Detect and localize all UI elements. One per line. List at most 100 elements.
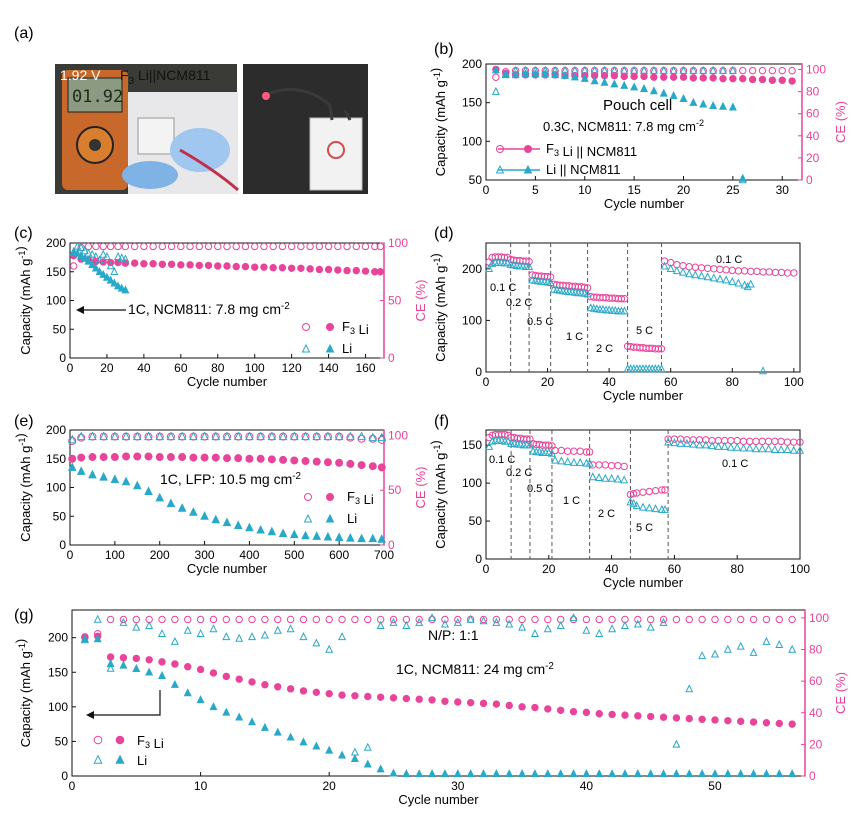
y-tick-label: 50	[55, 734, 69, 748]
series-li-ce	[69, 241, 130, 275]
data-point	[256, 454, 265, 463]
y2-tick-label: 80	[809, 643, 823, 657]
data-point	[211, 431, 221, 441]
data-point	[68, 454, 77, 463]
data-point	[69, 262, 78, 270]
data-point	[639, 65, 649, 74]
data-point	[629, 498, 638, 507]
data-point	[211, 514, 221, 524]
data-point	[389, 617, 398, 626]
data-point	[518, 703, 526, 711]
x-axis-label: Cycle number	[187, 374, 268, 389]
data-point	[214, 262, 222, 270]
data-point	[248, 717, 257, 726]
data-point	[267, 431, 277, 441]
data-point	[608, 710, 616, 719]
data-point	[764, 444, 773, 453]
data-point	[775, 615, 783, 624]
data-point	[67, 434, 77, 444]
rate-label-d: 5 C	[636, 325, 653, 337]
annotation-e: 1C, LFP: 10.5 mg cm-2	[160, 471, 301, 487]
data-point	[595, 710, 603, 718]
data-point	[582, 448, 591, 456]
data-point	[130, 242, 139, 251]
data-point	[560, 70, 570, 79]
legend-marker-g-f3-ce	[93, 735, 103, 745]
x-tick-label: 0	[483, 562, 490, 576]
data-point	[672, 615, 681, 624]
data-point	[428, 613, 437, 622]
series-f3-li-ce	[81, 615, 796, 641]
data-point	[629, 490, 638, 498]
data-point	[76, 431, 86, 441]
x-tick-label: 10	[578, 183, 592, 197]
data-point	[557, 446, 566, 455]
data-point	[710, 649, 719, 658]
data-point	[149, 260, 157, 268]
data-point	[758, 66, 767, 75]
data-point	[651, 504, 660, 513]
data-point	[595, 615, 603, 624]
data-point	[260, 242, 268, 251]
data-point	[350, 747, 359, 756]
data-point	[601, 461, 610, 469]
data-point	[166, 498, 176, 508]
data-point	[657, 364, 666, 373]
y-tick-label: 200	[462, 262, 482, 276]
data-point	[389, 615, 398, 624]
data-point	[184, 615, 192, 624]
x-tick-label: 100	[245, 361, 265, 375]
legend-marker-b-li-ce	[495, 164, 505, 174]
data-point	[748, 75, 757, 84]
data-point	[133, 452, 142, 461]
data-point	[660, 73, 668, 81]
data-point	[119, 654, 128, 662]
data-point	[639, 83, 649, 92]
data-point	[743, 282, 752, 291]
data-point	[91, 263, 100, 272]
data-point	[746, 279, 755, 288]
y-tick-label: 150	[462, 96, 482, 110]
data-point	[325, 689, 333, 698]
data-point	[325, 745, 334, 754]
data-point	[235, 633, 244, 642]
data-point	[479, 699, 488, 708]
data-point	[790, 269, 798, 277]
data-point	[279, 455, 288, 464]
data-point	[749, 718, 758, 726]
data-point	[209, 702, 218, 711]
x-tick-label: 60	[174, 361, 188, 375]
data-point	[551, 65, 560, 74]
legend-marker-e-li-cap	[325, 513, 335, 523]
data-point	[758, 75, 767, 84]
data-point	[286, 624, 295, 633]
data-point	[633, 769, 642, 778]
x-tick-label: 30	[451, 779, 465, 793]
panel-label-g: (g)	[14, 607, 34, 624]
data-point	[749, 769, 758, 778]
data-point	[771, 268, 780, 277]
data-point	[659, 88, 668, 97]
data-point	[492, 73, 500, 81]
data-point	[453, 617, 462, 626]
data-point	[649, 86, 658, 95]
data-point	[771, 437, 779, 446]
data-point	[121, 285, 130, 294]
data-point	[245, 454, 254, 463]
data-point	[679, 94, 688, 103]
data-point	[256, 524, 265, 534]
data-point	[588, 472, 597, 481]
data-point	[301, 431, 310, 441]
data-point	[747, 267, 755, 276]
data-point	[691, 270, 700, 279]
series-f3-li-capacity	[69, 251, 385, 276]
charts-root: (b)0 5 10 15 20 25 3050100150200020406080100CE…	[13, 41, 848, 807]
x-tick-label: 5	[532, 183, 539, 197]
x-tick-label: 40	[602, 375, 616, 389]
data-point	[613, 474, 622, 483]
data-point	[222, 632, 231, 641]
data-point	[68, 436, 77, 445]
plot-frame-f	[485, 429, 801, 560]
data-point	[620, 80, 629, 89]
